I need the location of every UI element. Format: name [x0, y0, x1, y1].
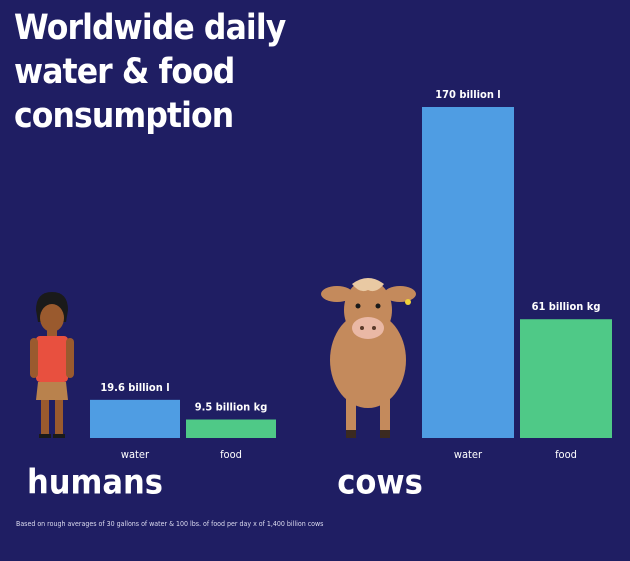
group-label: humans [27, 463, 163, 503]
bar [422, 107, 514, 438]
value-label: 19.6 billion l [100, 381, 169, 394]
category-label: water [454, 448, 483, 461]
bar [520, 319, 612, 438]
value-label: 170 billion l [435, 88, 500, 101]
value-label: 9.5 billion kg [195, 401, 268, 414]
human-illustration [30, 292, 74, 438]
bar [186, 419, 276, 438]
footnote: Based on rough averages of 30 gallons of… [16, 520, 323, 528]
category-label: food [220, 448, 242, 461]
category-label: water [121, 448, 150, 461]
group-label: cows [337, 463, 423, 503]
value-label: 61 billion kg [532, 300, 601, 313]
chart-title: Worldwide daily water & food consumption [14, 8, 286, 136]
bar [90, 399, 180, 438]
category-label: food [555, 448, 577, 461]
cow-illustration [321, 278, 416, 438]
